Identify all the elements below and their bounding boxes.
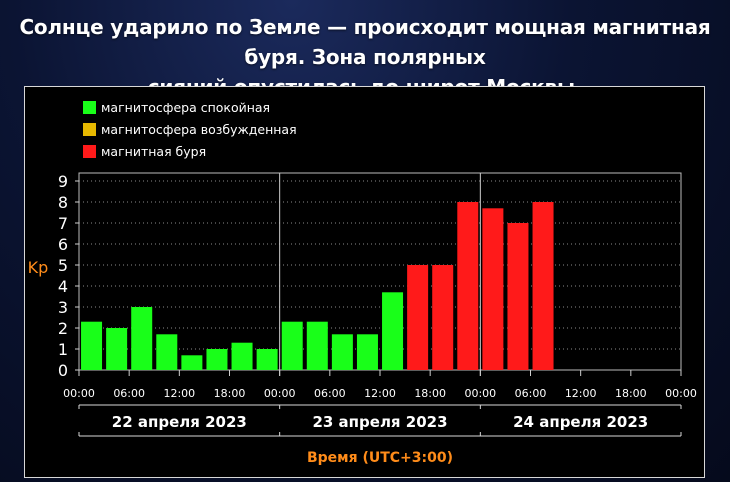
legend-label: магнитосфера возбужденная <box>101 122 297 137</box>
y-tick-label: 3 <box>58 298 68 317</box>
kp-bar <box>206 349 228 370</box>
day-label: 22 апреля 2023 <box>112 413 247 431</box>
legend-swatch <box>83 145 96 158</box>
kp-bar <box>507 223 529 370</box>
y-tick-label: 8 <box>58 193 68 212</box>
kp-bar <box>306 321 328 370</box>
x-tick-label: 12:00 <box>364 387 396 400</box>
y-tick-label: 2 <box>58 319 68 338</box>
kp-bar <box>482 208 504 370</box>
kp-bar <box>432 265 454 370</box>
kp-bar <box>131 307 153 370</box>
x-tick-label: 18:00 <box>214 387 246 400</box>
x-tick-label: 06:00 <box>515 387 547 400</box>
chart-panel <box>24 86 705 478</box>
x-tick-label: 00:00 <box>665 387 697 400</box>
kp-bar <box>532 202 554 370</box>
kp-bar <box>331 334 353 370</box>
kp-bar <box>407 265 429 370</box>
x-tick-label: 18:00 <box>615 387 647 400</box>
day-label: 23 апреля 2023 <box>312 413 447 431</box>
y-tick-label: 4 <box>58 277 68 296</box>
y-tick-label: 7 <box>58 214 68 233</box>
legend-label: магнитная буря <box>101 144 206 159</box>
x-tick-label: 06:00 <box>314 387 346 400</box>
kp-bar <box>356 334 378 370</box>
x-tick-label: 18:00 <box>414 387 446 400</box>
kp-bar <box>256 349 278 370</box>
kp-bar <box>231 342 253 370</box>
y-axis-label: Kp <box>28 258 49 277</box>
kp-bar <box>156 334 178 370</box>
x-tick-label: 00:00 <box>264 387 296 400</box>
kp-bar <box>181 355 203 370</box>
legend-swatch <box>83 101 96 114</box>
kp-bar <box>81 321 103 370</box>
legend-label: магнитосфера спокойная <box>101 100 270 115</box>
y-tick-label: 1 <box>58 340 68 359</box>
y-tick-label: 6 <box>58 235 68 254</box>
kp-bar <box>457 202 479 370</box>
x-tick-label: 12:00 <box>565 387 597 400</box>
x-tick-label: 06:00 <box>113 387 145 400</box>
kp-bar <box>106 328 128 370</box>
x-tick-label: 00:00 <box>63 387 95 400</box>
day-label: 24 апреля 2023 <box>513 413 648 431</box>
kp-bar <box>382 292 404 370</box>
x-axis-label: Время (UTC+3:00) <box>307 450 453 466</box>
x-tick-label: 12:00 <box>163 387 195 400</box>
y-tick-label: 0 <box>58 361 68 380</box>
y-tick-label: 5 <box>58 256 68 275</box>
kp-bar <box>281 321 303 370</box>
x-tick-label: 00:00 <box>464 387 496 400</box>
y-tick-label: 9 <box>58 172 68 191</box>
headline-line-1: Солнце ударило по Земле — происходит мощ… <box>19 15 711 69</box>
legend-swatch <box>83 123 96 136</box>
